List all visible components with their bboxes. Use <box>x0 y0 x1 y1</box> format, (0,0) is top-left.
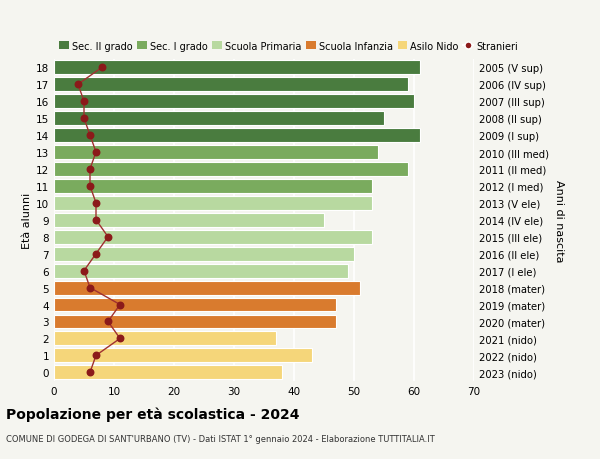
Bar <box>54 365 282 380</box>
Point <box>115 335 125 342</box>
Bar <box>54 179 372 193</box>
Bar <box>54 95 414 109</box>
Point <box>85 369 95 376</box>
Bar <box>54 129 420 143</box>
Bar <box>54 247 354 261</box>
Text: Popolazione per età scolastica - 2024: Popolazione per età scolastica - 2024 <box>6 406 299 421</box>
Y-axis label: Anni di nascita: Anni di nascita <box>554 179 565 262</box>
Point <box>79 268 89 275</box>
Point <box>103 318 113 325</box>
Bar <box>54 213 324 227</box>
Bar <box>54 281 360 295</box>
Bar <box>54 78 408 92</box>
Point <box>73 81 83 89</box>
Bar <box>54 112 384 126</box>
Point <box>85 183 95 190</box>
Text: COMUNE DI GODEGA DI SANT'URBANO (TV) - Dati ISTAT 1° gennaio 2024 - Elaborazione: COMUNE DI GODEGA DI SANT'URBANO (TV) - D… <box>6 434 435 443</box>
Y-axis label: Età alunni: Età alunni <box>22 192 32 248</box>
Bar <box>54 162 408 177</box>
Point <box>85 132 95 140</box>
Bar <box>54 230 372 244</box>
Point <box>103 234 113 241</box>
Point <box>79 115 89 123</box>
Point <box>97 64 107 72</box>
Point <box>79 98 89 106</box>
Point <box>91 251 101 258</box>
Point <box>85 166 95 173</box>
Point <box>91 217 101 224</box>
Point <box>91 352 101 359</box>
Bar <box>54 264 348 278</box>
Point <box>85 284 95 291</box>
Bar <box>54 298 336 312</box>
Point <box>91 149 101 157</box>
Point <box>91 200 101 207</box>
Bar <box>54 349 312 363</box>
Bar <box>54 332 276 346</box>
Bar <box>54 146 378 160</box>
Bar <box>54 61 420 75</box>
Bar <box>54 196 372 210</box>
Point <box>115 301 125 308</box>
Legend: Sec. II grado, Sec. I grado, Scuola Primaria, Scuola Infanzia, Asilo Nido, Stran: Sec. II grado, Sec. I grado, Scuola Prim… <box>59 42 518 51</box>
Bar <box>54 315 336 329</box>
